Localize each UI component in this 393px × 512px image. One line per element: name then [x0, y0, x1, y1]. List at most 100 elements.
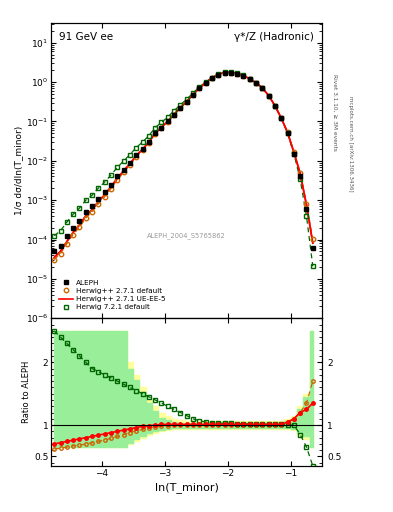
Herwig++ 2.7.1 UE-EE-5 [64, 239, 69, 245]
Herwig 7.2.1 default [304, 213, 309, 219]
Herwig 7.2.1 default [96, 185, 101, 191]
Herwig 7.2.1 default [209, 75, 214, 81]
Herwig++ 2.7.1 default [197, 85, 202, 91]
Herwig++ 2.7.1 UE-EE-5 [273, 102, 277, 109]
Herwig++ 2.7.1 UE-EE-5 [172, 111, 176, 117]
Herwig 7.2.1 default [222, 69, 227, 75]
ALEPH [178, 105, 183, 111]
Herwig++ 2.7.1 UE-EE-5 [216, 71, 220, 77]
Herwig 7.2.1 default [254, 79, 259, 86]
Text: γ*/Z (Hadronic): γ*/Z (Hadronic) [234, 32, 314, 42]
ALEPH [203, 80, 208, 86]
Herwig++ 2.7.1 default [222, 70, 227, 76]
Herwig++ 2.7.1 default [128, 162, 132, 168]
Herwig 7.2.1 default [273, 102, 277, 109]
Herwig 7.2.1 default [241, 72, 246, 78]
Herwig++ 2.7.1 default [64, 241, 69, 247]
ALEPH [235, 71, 239, 77]
ALEPH [147, 139, 151, 145]
Herwig++ 2.7.1 default [83, 215, 88, 221]
Herwig 7.2.1 default [260, 85, 265, 91]
Herwig++ 2.7.1 default [140, 147, 145, 153]
Text: 91 GeV ee: 91 GeV ee [59, 32, 113, 42]
Herwig 7.2.1 default [235, 70, 239, 76]
Herwig++ 2.7.1 default [134, 154, 139, 160]
ALEPH [165, 118, 170, 124]
Herwig++ 2.7.1 default [153, 131, 158, 137]
Herwig++ 2.7.1 UE-EE-5 [128, 161, 132, 167]
ALEPH [241, 73, 246, 79]
Herwig 7.2.1 default [108, 172, 113, 178]
Herwig++ 2.7.1 UE-EE-5 [235, 70, 239, 76]
Herwig++ 2.7.1 default [260, 85, 265, 91]
Herwig++ 2.7.1 UE-EE-5 [96, 199, 101, 205]
Herwig 7.2.1 default [134, 144, 139, 151]
Herwig++ 2.7.1 UE-EE-5 [52, 254, 57, 261]
ALEPH [285, 130, 290, 136]
ALEPH [96, 196, 101, 202]
Herwig++ 2.7.1 default [310, 236, 315, 242]
ALEPH [108, 181, 113, 187]
Herwig 7.2.1 default [184, 96, 189, 102]
ALEPH [134, 152, 139, 158]
ALEPH [279, 115, 284, 121]
Herwig 7.2.1 default [228, 69, 233, 75]
Herwig++ 2.7.1 default [77, 224, 82, 230]
ALEPH [247, 76, 252, 82]
Herwig++ 2.7.1 UE-EE-5 [115, 175, 119, 181]
ALEPH [298, 174, 303, 180]
ALEPH [266, 93, 271, 99]
Herwig++ 2.7.1 UE-EE-5 [165, 118, 170, 124]
Herwig++ 2.7.1 default [273, 103, 277, 109]
Herwig 7.2.1 default [147, 133, 151, 139]
Herwig++ 2.7.1 UE-EE-5 [83, 213, 88, 219]
Herwig 7.2.1 default [102, 179, 107, 185]
Herwig++ 2.7.1 UE-EE-5 [260, 85, 265, 91]
ALEPH [90, 203, 94, 209]
ALEPH [197, 85, 202, 91]
Herwig++ 2.7.1 default [58, 250, 63, 257]
Herwig++ 2.7.1 UE-EE-5 [254, 80, 259, 86]
ALEPH [58, 243, 63, 249]
Herwig 7.2.1 default [71, 211, 75, 217]
ALEPH [128, 160, 132, 166]
Herwig++ 2.7.1 UE-EE-5 [247, 76, 252, 82]
Herwig++ 2.7.1 default [247, 76, 252, 82]
Herwig 7.2.1 default [279, 115, 284, 121]
Herwig++ 2.7.1 default [298, 170, 303, 177]
Herwig++ 2.7.1 default [279, 115, 284, 121]
Herwig 7.2.1 default [153, 124, 158, 131]
Legend: ALEPH, Herwig++ 2.7.1 default, Herwig++ 2.7.1 UE-EE-5, Herwig 7.2.1 default: ALEPH, Herwig++ 2.7.1 default, Herwig++ … [57, 278, 167, 312]
Herwig 7.2.1 default [172, 108, 176, 114]
Line: ALEPH: ALEPH [52, 71, 315, 253]
Herwig++ 2.7.1 UE-EE-5 [222, 69, 227, 75]
ALEPH [216, 72, 220, 78]
ALEPH [254, 80, 259, 86]
Herwig++ 2.7.1 default [191, 92, 195, 98]
Herwig 7.2.1 default [178, 102, 183, 108]
ALEPH [172, 112, 176, 118]
Herwig++ 2.7.1 UE-EE-5 [90, 207, 94, 213]
Herwig++ 2.7.1 default [209, 75, 214, 81]
Herwig++ 2.7.1 default [115, 177, 119, 183]
Herwig++ 2.7.1 default [235, 71, 239, 77]
X-axis label: ln(T_​minor): ln(T_​minor) [155, 482, 219, 493]
Herwig 7.2.1 default [159, 119, 164, 125]
Herwig++ 2.7.1 UE-EE-5 [241, 73, 246, 79]
Herwig 7.2.1 default [292, 151, 296, 157]
ALEPH [64, 233, 69, 240]
ALEPH [121, 166, 126, 173]
ALEPH [77, 218, 82, 224]
Herwig 7.2.1 default [128, 152, 132, 158]
Herwig++ 2.7.1 UE-EE-5 [108, 184, 113, 190]
Herwig++ 2.7.1 default [254, 80, 259, 86]
Herwig++ 2.7.1 default [121, 169, 126, 176]
Herwig++ 2.7.1 default [172, 112, 176, 118]
Text: Rivet 3.1.10, ≥ 3M events: Rivet 3.1.10, ≥ 3M events [332, 74, 337, 151]
Herwig++ 2.7.1 default [292, 149, 296, 155]
Herwig 7.2.1 default [52, 232, 57, 239]
Herwig++ 2.7.1 UE-EE-5 [191, 92, 195, 98]
ALEPH [228, 70, 233, 76]
Herwig++ 2.7.1 UE-EE-5 [153, 130, 158, 136]
Herwig 7.2.1 default [83, 197, 88, 203]
